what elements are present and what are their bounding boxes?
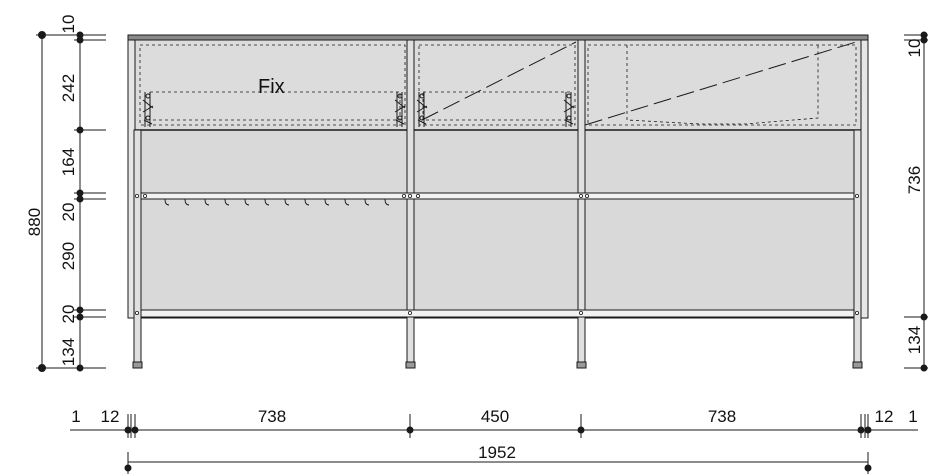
dim-bottom-738-left: 738 bbox=[258, 407, 286, 426]
hinge-mid-2-left bbox=[563, 92, 575, 127]
foot-left bbox=[132, 361, 143, 369]
hinge-left bbox=[142, 92, 154, 127]
fix-label: Fix bbox=[258, 76, 285, 98]
dim-bottom-1-right: 1 bbox=[908, 407, 917, 426]
top-plate bbox=[127, 34, 869, 41]
left-dimension-lines bbox=[36, 31, 106, 372]
dim-bottom-total: 1952 bbox=[478, 443, 516, 462]
screw-dots bbox=[134, 193, 860, 315]
hinge-mid-1-right bbox=[416, 92, 428, 127]
hidden-flap-right bbox=[626, 45, 819, 125]
dim-bottom-1-left: 1 bbox=[71, 407, 80, 426]
dim-bottom-738-right: 738 bbox=[708, 407, 736, 426]
dim-total-height: 880 bbox=[25, 208, 44, 236]
right-dimension-lines bbox=[904, 31, 928, 372]
dim-left-20-a: 20 bbox=[59, 203, 78, 222]
middle-shelf bbox=[140, 192, 855, 200]
opening-lines bbox=[421, 41, 857, 126]
post-left bbox=[133, 129, 142, 366]
post-right bbox=[853, 129, 862, 366]
hidden-outline-left bbox=[139, 44, 406, 126]
cabinet bbox=[127, 34, 869, 369]
right-side-panel bbox=[860, 39, 869, 319]
hidden-outline-right bbox=[587, 44, 857, 126]
foot-mid-1 bbox=[405, 361, 416, 369]
dim-left-242: 242 bbox=[59, 74, 78, 102]
dim-bottom-12-right: 12 bbox=[875, 407, 894, 426]
hinge-mid-1-left bbox=[394, 92, 406, 127]
top-door-band bbox=[134, 39, 862, 131]
dim-left-20-b: 20 bbox=[59, 305, 78, 324]
hinges bbox=[142, 92, 575, 127]
dim-right-736: 736 bbox=[905, 166, 924, 194]
hidden-outline-mid bbox=[418, 44, 576, 126]
dim-right-134: 134 bbox=[905, 326, 924, 354]
dim-left-164: 164 bbox=[59, 148, 78, 176]
shelf-hooks bbox=[164, 198, 390, 206]
dim-bottom-450: 450 bbox=[481, 407, 509, 426]
dim-left-10: 10 bbox=[59, 15, 78, 34]
foot-mid-2 bbox=[576, 361, 587, 369]
hidden-lines bbox=[139, 44, 857, 126]
dim-left-290: 290 bbox=[59, 242, 78, 270]
bottom-dimension-lines bbox=[70, 414, 918, 474]
dim-bottom-12-left: 12 bbox=[101, 407, 120, 426]
bottom-shelf bbox=[140, 309, 855, 318]
foot-right bbox=[852, 361, 863, 369]
dim-right-10: 10 bbox=[905, 39, 924, 58]
dim-left-134: 134 bbox=[59, 338, 78, 366]
